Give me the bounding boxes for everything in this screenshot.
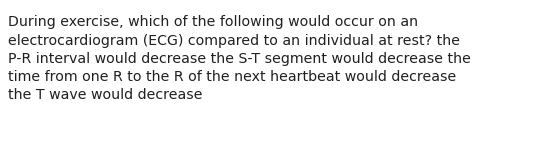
- Text: During exercise, which of the following would occur on an
electrocardiogram (ECG: During exercise, which of the following …: [8, 15, 472, 102]
